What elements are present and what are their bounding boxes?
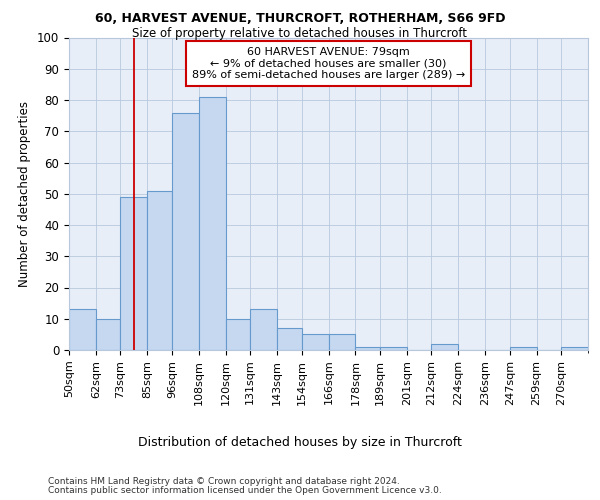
Bar [69, 310, 96, 350]
Bar [250, 310, 277, 350]
Text: Contains public sector information licensed under the Open Government Licence v3: Contains public sector information licen… [48, 486, 442, 495]
Bar [355, 347, 380, 350]
Bar [172, 112, 199, 350]
Bar [121, 197, 147, 350]
Bar [380, 347, 407, 350]
Text: Distribution of detached houses by size in Thurcroft: Distribution of detached houses by size … [138, 436, 462, 449]
Bar [96, 319, 121, 350]
Bar [199, 97, 226, 350]
Bar [147, 190, 172, 350]
Text: 60, HARVEST AVENUE, THURCROFT, ROTHERHAM, S66 9FD: 60, HARVEST AVENUE, THURCROFT, ROTHERHAM… [95, 12, 505, 26]
Bar [277, 328, 302, 350]
Bar [561, 347, 588, 350]
Bar [302, 334, 329, 350]
Text: Size of property relative to detached houses in Thurcroft: Size of property relative to detached ho… [133, 28, 467, 40]
Bar [329, 334, 355, 350]
Bar [431, 344, 458, 350]
Bar [226, 319, 250, 350]
Y-axis label: Number of detached properties: Number of detached properties [19, 101, 31, 287]
Bar [510, 347, 536, 350]
Text: 60 HARVEST AVENUE: 79sqm
← 9% of detached houses are smaller (30)
89% of semi-de: 60 HARVEST AVENUE: 79sqm ← 9% of detache… [192, 47, 465, 80]
Text: Contains HM Land Registry data © Crown copyright and database right 2024.: Contains HM Land Registry data © Crown c… [48, 477, 400, 486]
